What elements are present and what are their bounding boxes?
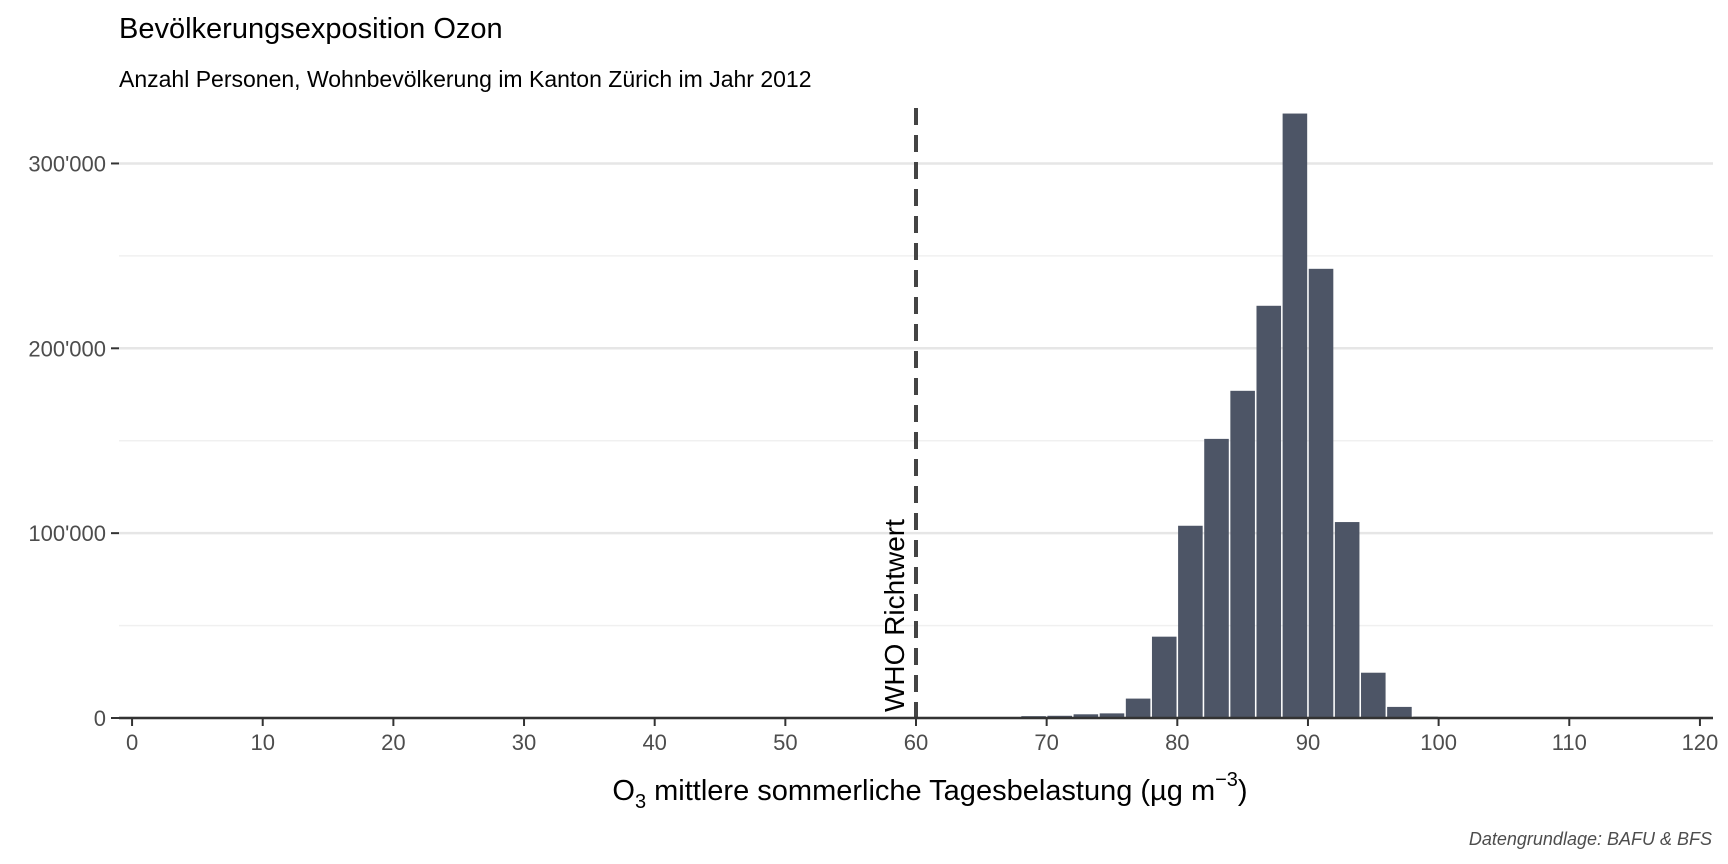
x-tick-label: 40 bbox=[642, 730, 666, 755]
axes: 0 10 20 30 40 50 60 70 80 90 100 110 120 0 100'000 200'… bbox=[28, 151, 1718, 755]
x-tick-label: 60 bbox=[904, 730, 928, 755]
x-tick-label: 30 bbox=[512, 730, 536, 755]
histogram-bar bbox=[1230, 390, 1255, 718]
histogram-bar bbox=[1282, 113, 1308, 718]
x-tick-label: 110 bbox=[1552, 730, 1587, 755]
x-tick-label: 100 bbox=[1420, 730, 1457, 755]
x-tick-label: 80 bbox=[1165, 730, 1189, 755]
histogram-bar bbox=[1334, 522, 1360, 718]
chart-caption: Datengrundlage: BAFU & BFS bbox=[1469, 829, 1712, 849]
y-tick-label: 300'000 bbox=[28, 151, 106, 176]
bars bbox=[1021, 113, 1438, 718]
histogram-bar bbox=[1073, 714, 1099, 718]
histogram-bar bbox=[1387, 706, 1412, 718]
x-tick-label: 20 bbox=[381, 730, 405, 755]
histogram-bar bbox=[1099, 713, 1125, 718]
histogram-bar bbox=[1178, 525, 1203, 718]
x-tick-label: 70 bbox=[1034, 730, 1058, 755]
y-tick-label: 100'000 bbox=[28, 521, 106, 546]
x-axis-title: O3 mittlere sommerliche Tagesbelastung (… bbox=[612, 769, 1247, 813]
chart-title: Bevölkerungsexposition Ozon bbox=[119, 13, 503, 45]
x-tick-label: 0 bbox=[126, 730, 138, 755]
histogram-bar bbox=[1151, 636, 1177, 718]
histogram-bar bbox=[1361, 672, 1386, 718]
x-tick-label: 10 bbox=[250, 730, 274, 755]
histogram-bar bbox=[1256, 305, 1282, 718]
who-reference-label: WHO Richtwert bbox=[879, 519, 910, 712]
histogram-bar bbox=[1204, 438, 1229, 718]
x-tick-label: 120 bbox=[1682, 730, 1719, 755]
chart-subtitle: Anzahl Personen, Wohnbevölkerung im Kant… bbox=[119, 66, 812, 92]
histogram-bar bbox=[1308, 268, 1334, 718]
y-tick-label: 0 bbox=[94, 706, 106, 731]
x-tick-label: 50 bbox=[773, 730, 797, 755]
histogram-bar bbox=[1125, 698, 1151, 718]
x-tick-label: 90 bbox=[1296, 730, 1320, 755]
y-tick-label: 200'000 bbox=[28, 336, 106, 361]
reference-line-group: WHO Richtwert bbox=[879, 108, 918, 718]
